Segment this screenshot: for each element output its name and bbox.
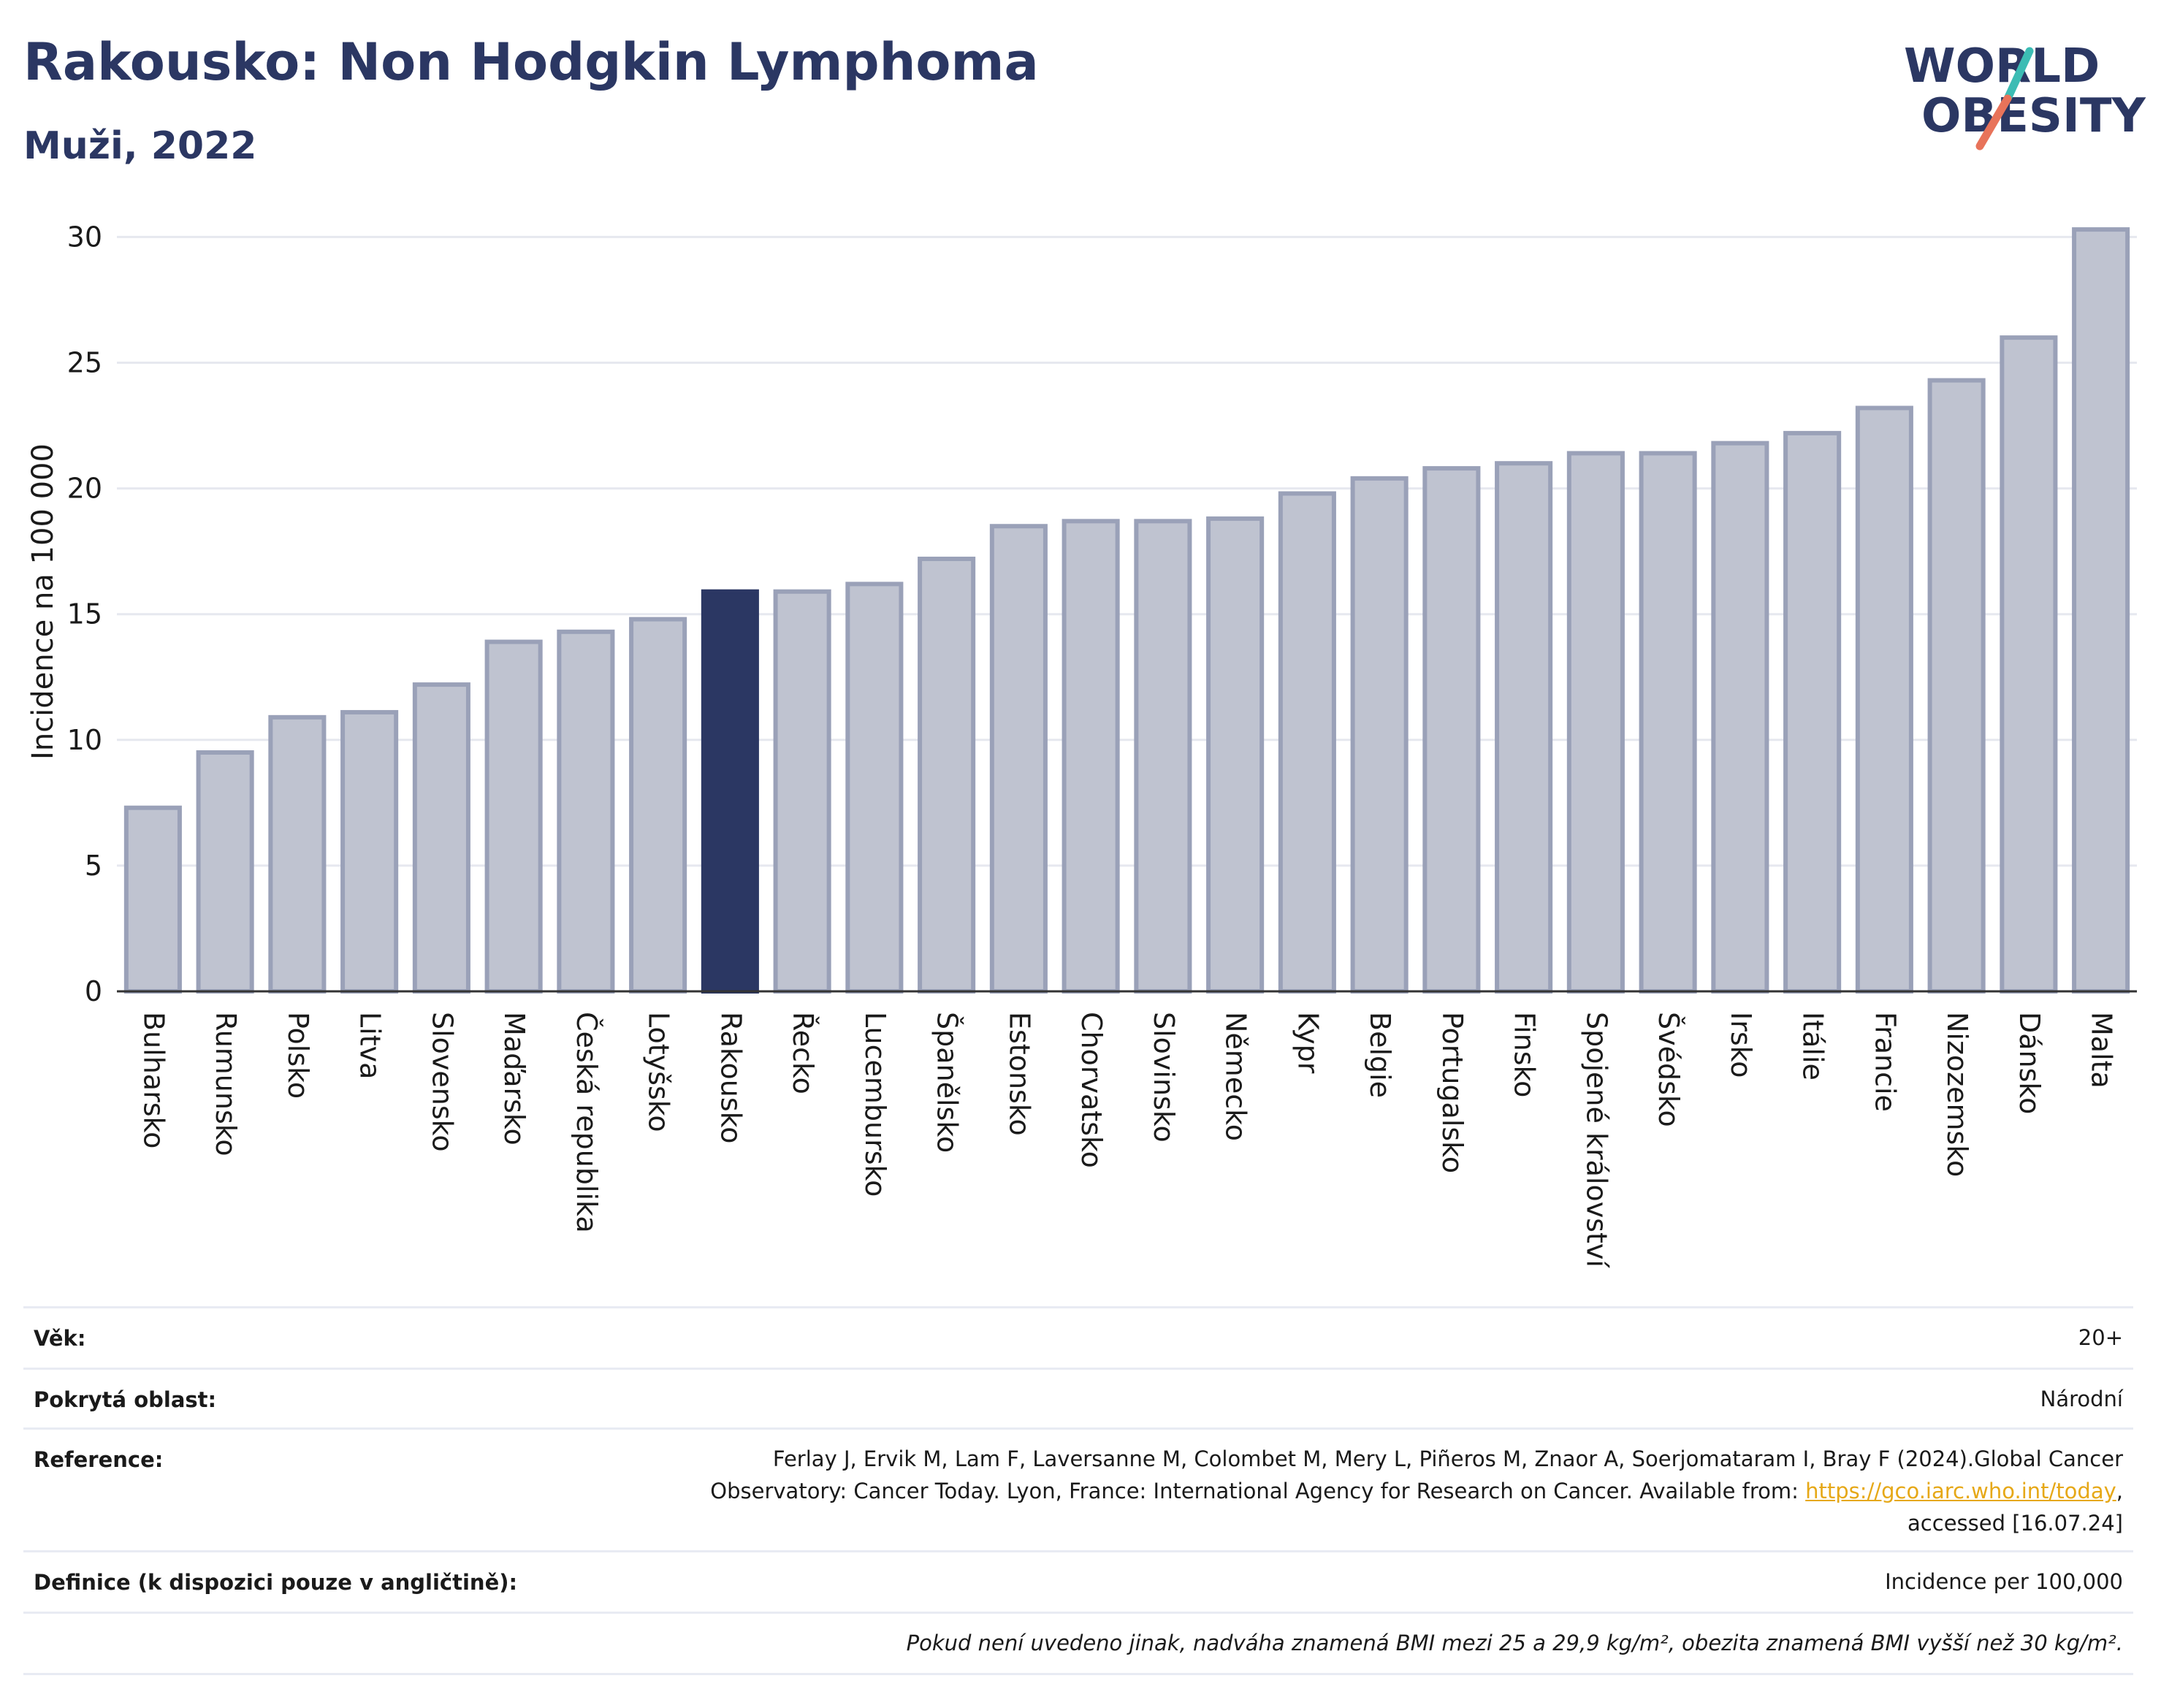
reference-text-3: ,: [2116, 1479, 2123, 1503]
world-obesity-logo: WORLD OBESITY: [1904, 39, 2146, 150]
bmi-note: Pokud není uvedeno jinak, nadváha znamen…: [906, 1631, 2123, 1655]
reference-text-1: Ferlay J, Ervik M, Lam F, Laversanne M, …: [772, 1446, 2123, 1471]
bar-chorvatsko: [1062, 519, 1120, 994]
x-tick-label: Malta: [2086, 1012, 2118, 1089]
bar-litva: [340, 709, 399, 994]
bar-dánsko: [2000, 335, 2058, 994]
bar-polsko: [268, 714, 327, 994]
y-tick-label: 30: [67, 221, 102, 253]
bar-bulharsko: [123, 805, 182, 994]
definition-label: Definice (k dispozici pouze v angličtině…: [34, 1570, 518, 1595]
x-tick-label: Polsko: [282, 1012, 314, 1099]
x-axis-labels: Bulharsko Rumunsko Polsko Litva Slovensko Maď…: [137, 1012, 2117, 1268]
x-tick-label: Slovinsko: [1148, 1012, 1180, 1143]
bar-česká-republika: [557, 629, 615, 994]
bar-lucembursko: [845, 582, 904, 994]
x-tick-label: Belgie: [1364, 1012, 1396, 1098]
x-tick-label: Estonsko: [1003, 1012, 1035, 1136]
bar-belgie: [1350, 476, 1409, 994]
bar-spojené-království: [1566, 451, 1625, 994]
reference-link[interactable]: https://gco.iarc.who.int/today: [1805, 1479, 2116, 1503]
x-tick-label: Portugalsko: [1436, 1012, 1468, 1173]
bar-estonsko: [989, 524, 1048, 994]
x-tick-label: Itálie: [1797, 1012, 1829, 1080]
bar-španělsko: [918, 556, 976, 994]
y-axis-label: Incidence na 100 000: [26, 443, 60, 760]
bar-malta: [2072, 227, 2130, 994]
x-tick-label: Rumunsko: [210, 1012, 242, 1156]
meta-row-area: Pokrytá oblast: Národní: [23, 1370, 2133, 1430]
bar-slovinsko: [1134, 519, 1192, 994]
bar-lotyšsko: [629, 617, 687, 994]
meta-row-reference: Reference: Ferlay J, Ervik M, Lam F, Lav…: [23, 1430, 2133, 1552]
x-tick-label: Lotyšsko: [643, 1012, 675, 1132]
bar-maďarsko: [484, 639, 543, 994]
y-axis-ticks: 0 5 10 15 20 25 30: [67, 221, 102, 1007]
y-tick-label: 15: [67, 598, 102, 630]
x-tick-label: Litva: [354, 1012, 386, 1079]
logo-text-obesity: OBESITY: [1921, 89, 2146, 143]
reference-value: Ferlay J, Ervik M, Lam F, Laversanne M, …: [710, 1443, 2123, 1539]
x-tick-label: Maďarsko: [498, 1012, 530, 1145]
bar-slovensko: [412, 682, 470, 994]
y-tick-label: 25: [67, 347, 102, 379]
x-tick-label: Španělsko: [931, 1012, 964, 1153]
bar-kypr: [1278, 491, 1336, 994]
meta-row-note: Pokud není uvedeno jinak, nadváha znamen…: [23, 1614, 2133, 1675]
bar-švédsko: [1639, 451, 1697, 994]
bar-řecko: [773, 589, 831, 994]
bar-itálie: [1783, 430, 1842, 994]
area-value: Národní: [2040, 1387, 2123, 1411]
x-tick-label: Francie: [1869, 1012, 1901, 1112]
page-title: Rakousko: Non Hodgkin Lymphoma: [23, 32, 1039, 92]
logo-text-world: WORLD: [1904, 39, 2100, 94]
x-tick-label: Dánsko: [2013, 1012, 2046, 1114]
age-label: Věk:: [34, 1326, 86, 1351]
x-tick-label: Lucembursko: [859, 1012, 891, 1197]
reference-label: Reference:: [34, 1447, 164, 1472]
x-tick-label: Irsko: [1725, 1012, 1757, 1078]
x-tick-label: Slovensko: [426, 1012, 458, 1152]
bar-nizozemsko: [1927, 378, 1986, 994]
bar-irsko: [1711, 441, 1769, 994]
area-label: Pokrytá oblast:: [34, 1387, 217, 1412]
bar-německo: [1206, 516, 1265, 994]
x-tick-label: Rakousko: [714, 1012, 747, 1144]
x-tick-label: Kypr: [1292, 1012, 1324, 1074]
page-subtitle: Muži, 2022: [23, 124, 257, 168]
x-tick-label: Finsko: [1509, 1012, 1541, 1097]
x-tick-label: Chorvatsko: [1075, 1012, 1108, 1168]
logo-slash-teal: [2003, 47, 2034, 103]
bar-portugalsko: [1422, 466, 1481, 994]
age-value: 20+: [2078, 1325, 2123, 1350]
x-tick-label: Spojené království: [1580, 1012, 1612, 1268]
meta-row-definition: Definice (k dispozici pouze v angličtině…: [23, 1552, 2133, 1614]
bar-francie: [1855, 405, 1913, 994]
x-tick-label: Česká republika: [571, 1012, 603, 1233]
x-tick-label: Bulharsko: [137, 1012, 169, 1148]
bars: [123, 227, 2130, 994]
bar-rakousko: [701, 589, 759, 994]
bar-chart: 0 5 10 15 20 25 30 Bulharsko Rumunsko Polsko Litv…: [26, 221, 2137, 1268]
bar-finsko: [1495, 461, 1553, 994]
y-tick-label: 20: [67, 473, 102, 505]
meta-row-age: Věk: 20+: [23, 1308, 2133, 1370]
x-tick-label: Řecko: [787, 1012, 819, 1094]
reference-text-4: accessed [16.07.24]: [1907, 1511, 2123, 1536]
y-tick-label: 5: [85, 850, 102, 882]
metadata-table: Věk: 20+ Pokrytá oblast: Národní Referen…: [23, 1306, 2133, 1675]
definition-value: Incidence per 100,000: [1885, 1569, 2123, 1594]
reference-text-2: Observatory: Cancer Today. Lyon, France:…: [710, 1479, 1806, 1503]
x-tick-label: Německo: [1220, 1012, 1252, 1141]
bar-rumunsko: [196, 750, 254, 994]
x-tick-label: Švédsko: [1653, 1012, 1685, 1127]
logo-slash-coral: [1975, 94, 2012, 150]
y-tick-label: 0: [85, 975, 102, 1007]
x-tick-label: Nizozemsko: [1941, 1012, 1973, 1177]
y-tick-label: 10: [67, 724, 102, 756]
